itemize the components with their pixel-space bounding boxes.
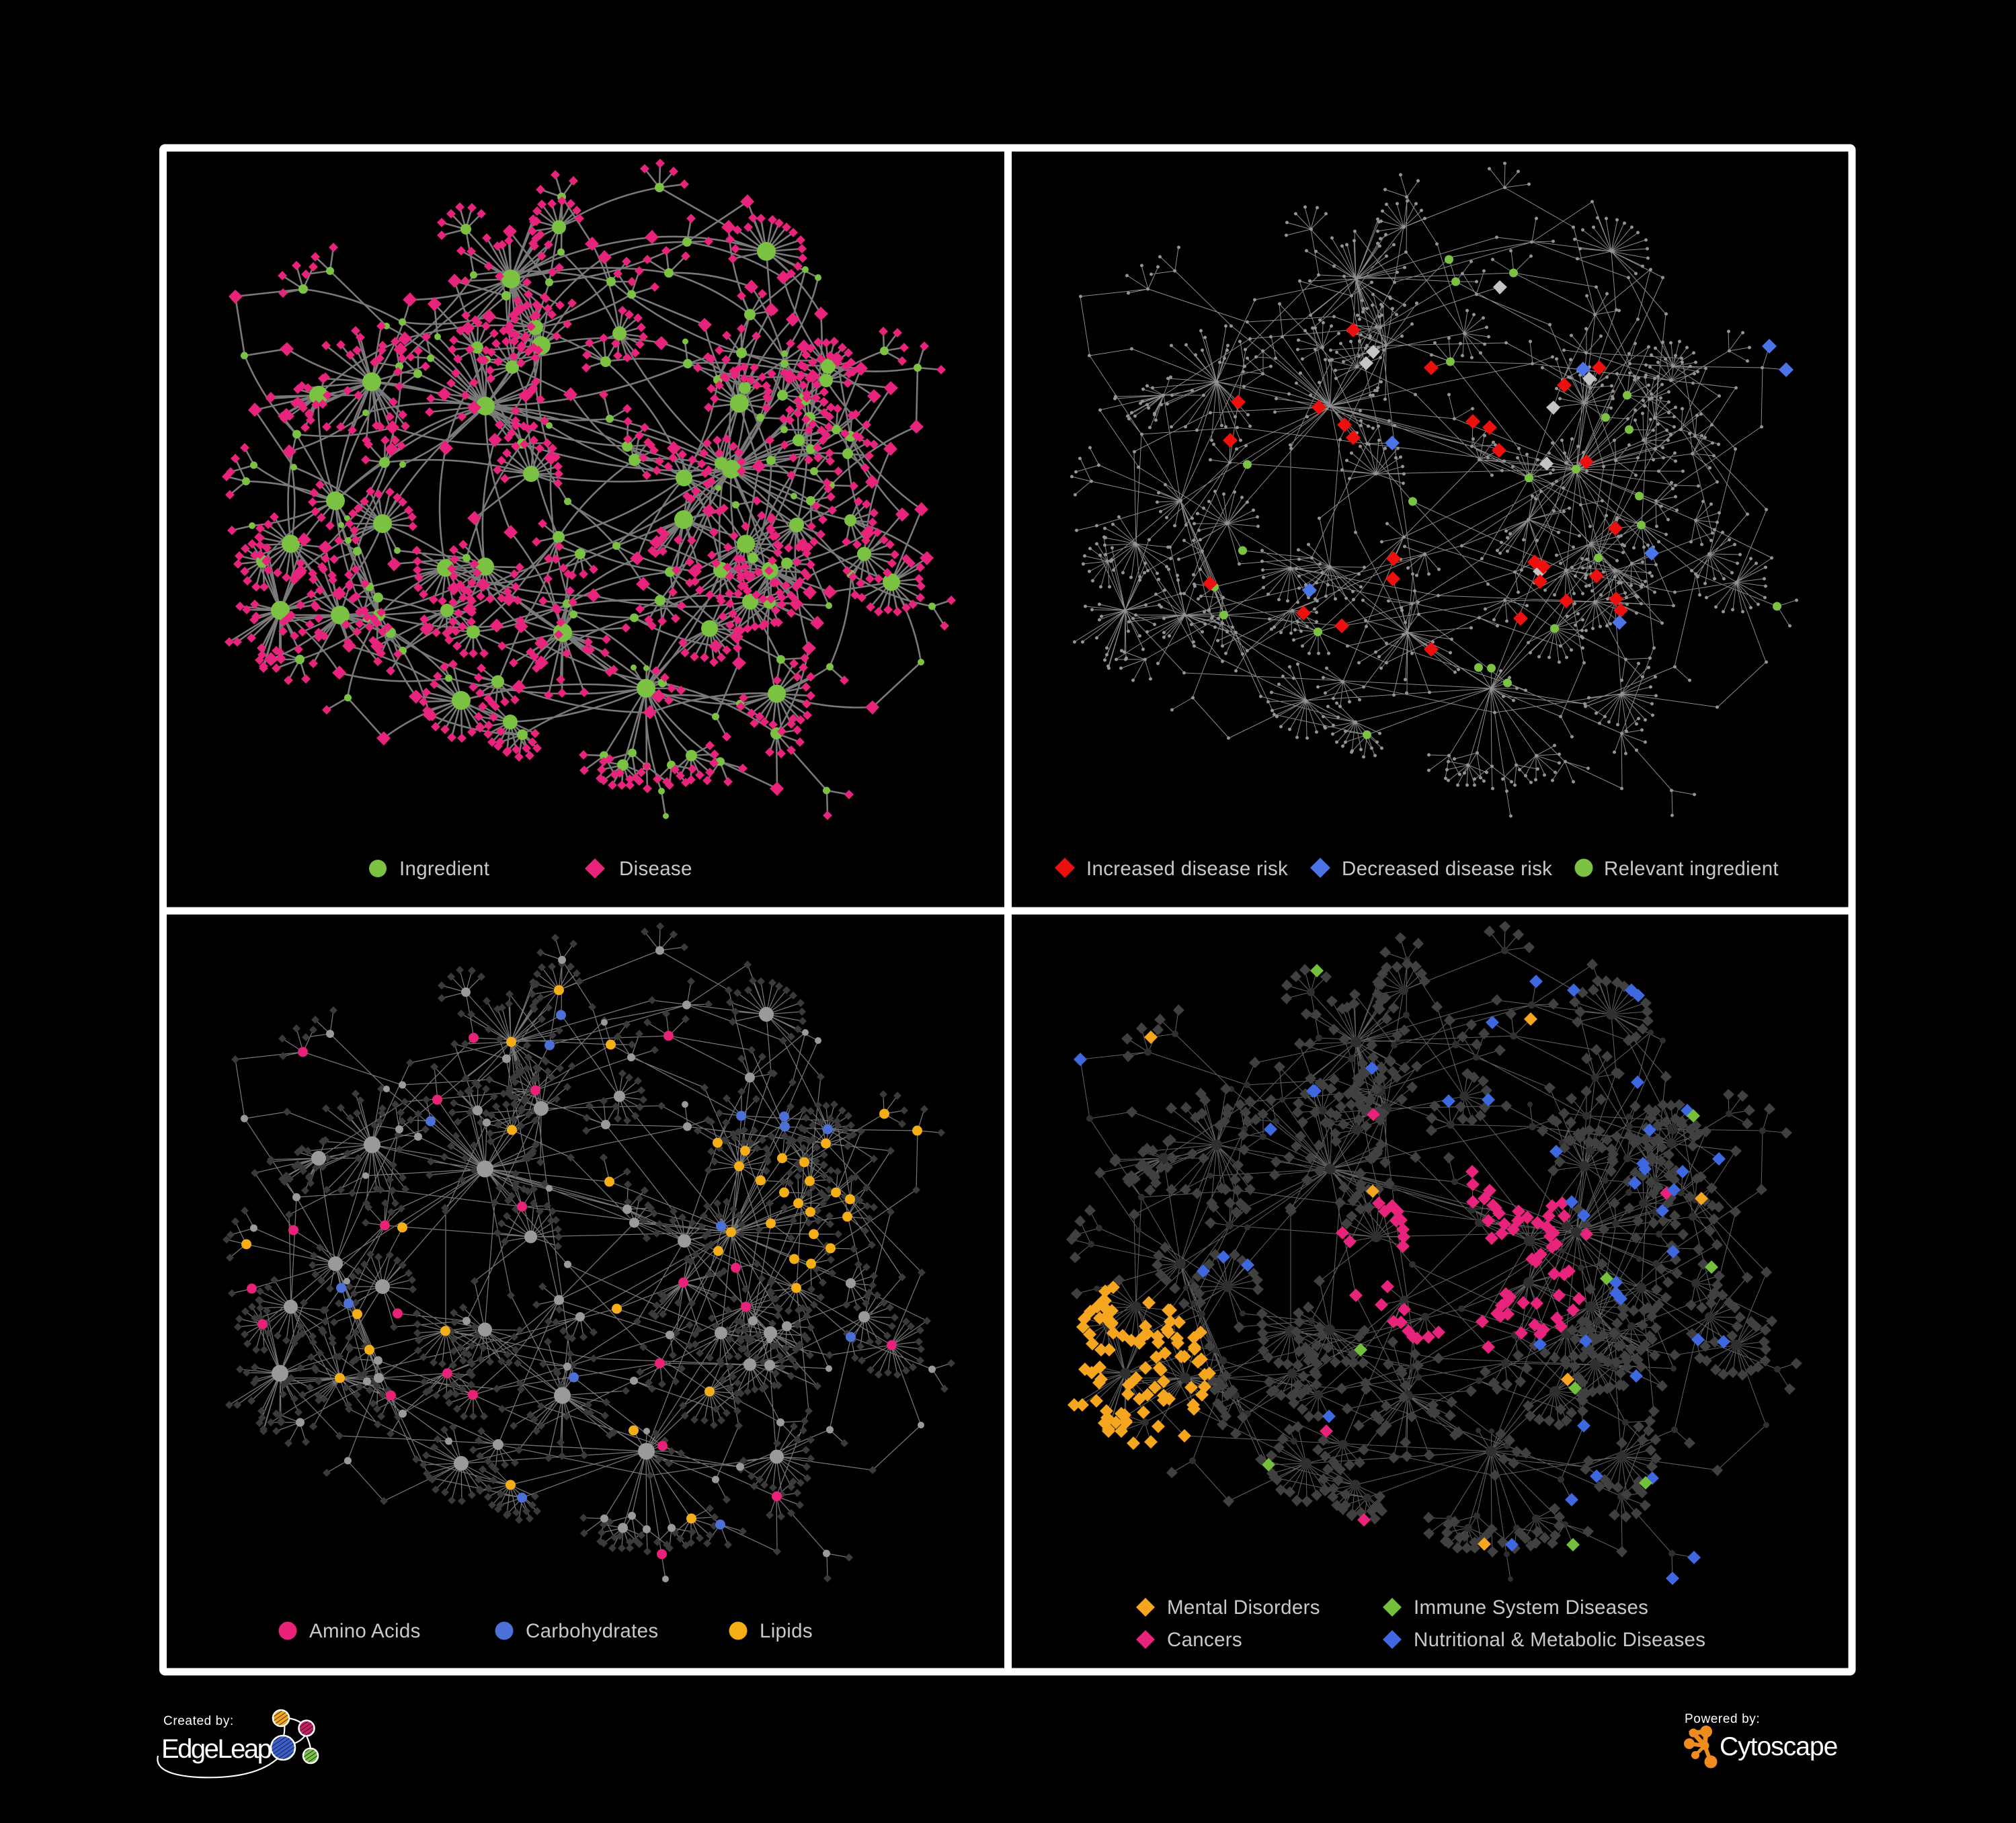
svg-text:Amino Acids: Amino Acids — [309, 1620, 421, 1642]
svg-text:Cytoscape: Cytoscape — [1720, 1732, 1837, 1761]
svg-text:Carbohydrates: Carbohydrates — [526, 1620, 658, 1642]
svg-text:Lipids: Lipids — [760, 1620, 813, 1642]
svg-text:Mental Disorders: Mental Disorders — [1167, 1596, 1320, 1619]
svg-text:Ingredient: Ingredient — [399, 858, 489, 880]
svg-text:Cancers: Cancers — [1167, 1629, 1242, 1651]
svg-text:Decreased disease risk: Decreased disease risk — [1342, 858, 1552, 880]
svg-text:Disease: Disease — [619, 858, 692, 880]
svg-text:Powered by:: Powered by: — [1685, 1712, 1760, 1726]
svg-text:Immune System Diseases: Immune System Diseases — [1414, 1596, 1648, 1619]
svg-text:Nutritional & Metabolic Diseas: Nutritional & Metabolic Diseases — [1414, 1629, 1705, 1651]
svg-text:Created by:: Created by: — [163, 1714, 234, 1728]
svg-text:Increased disease risk: Increased disease risk — [1086, 858, 1288, 880]
svg-text:EdgeLeap: EdgeLeap — [161, 1734, 272, 1764]
svg-text:Relevant ingredient: Relevant ingredient — [1604, 858, 1779, 880]
